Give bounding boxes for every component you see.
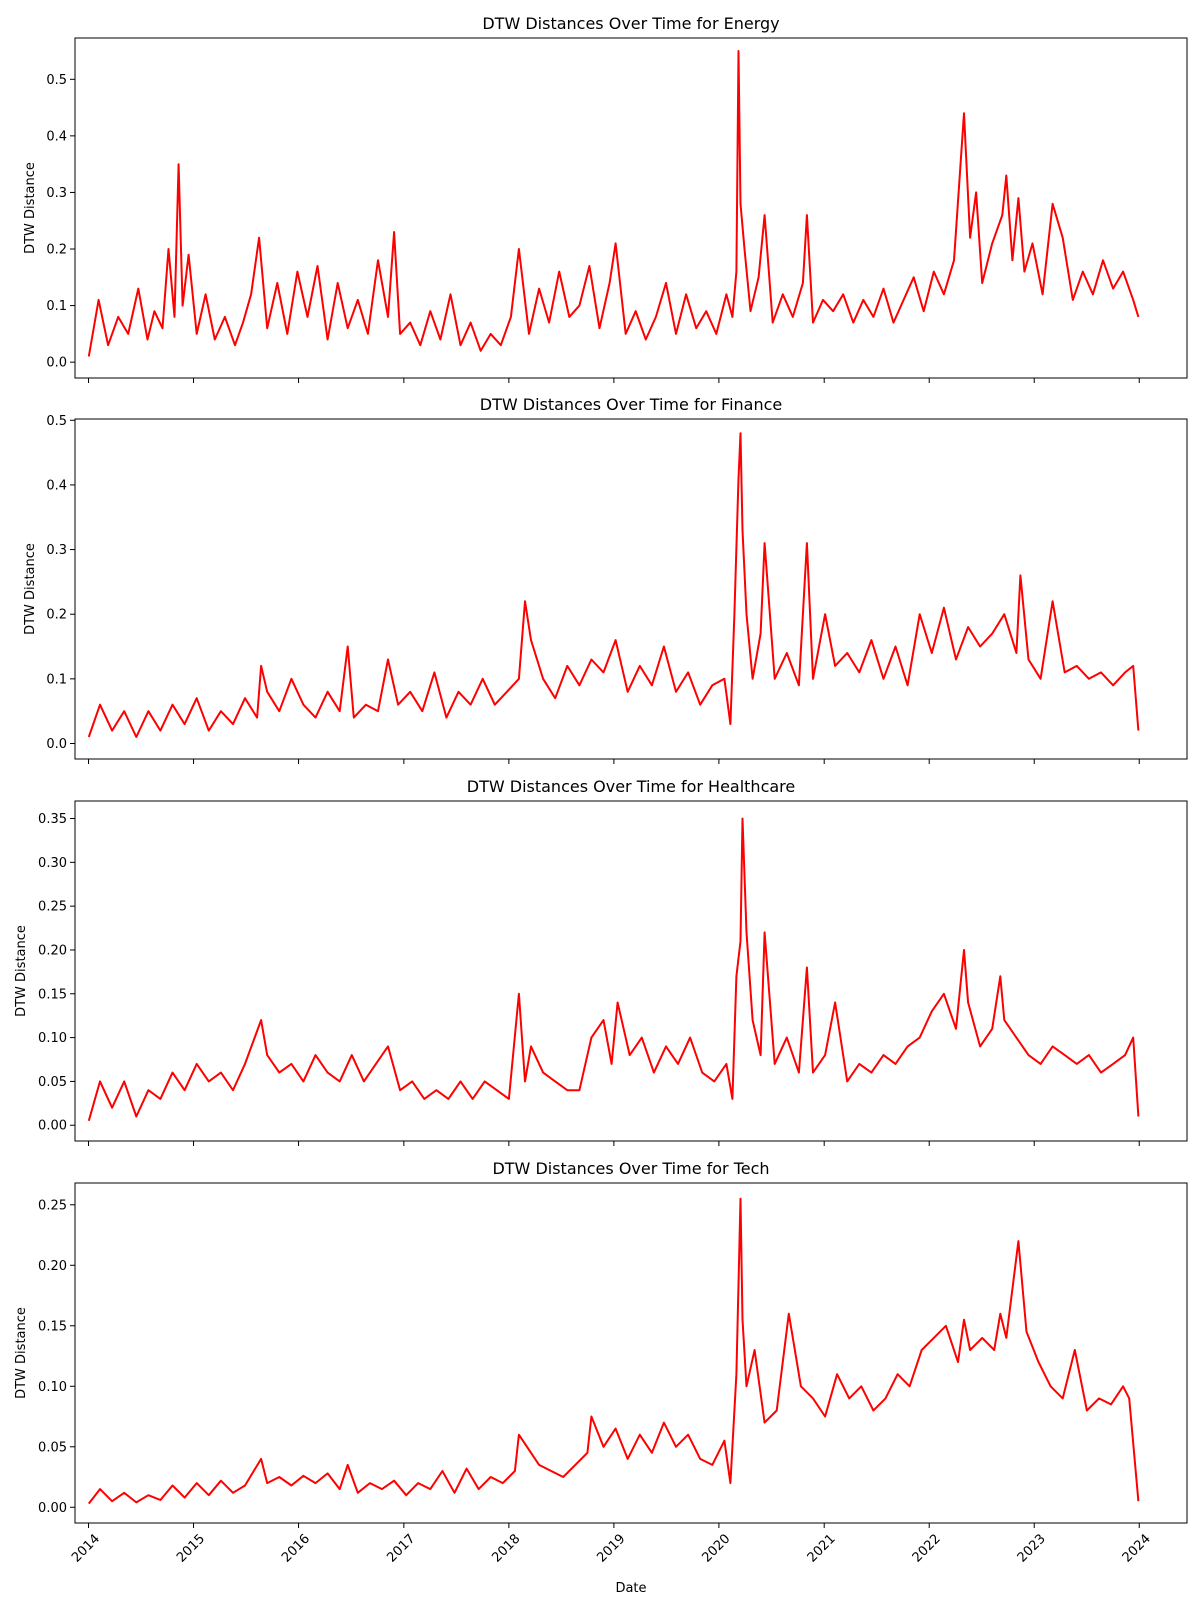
y-tick-label: 0.4 (46, 478, 67, 493)
y-tick-label: 0.3 (46, 543, 67, 558)
x-tick-label: 2020 (699, 1532, 733, 1566)
y-tick-label: 0.15 (38, 1319, 67, 1334)
series-line (88, 1197, 1140, 1505)
y-tick-label: 0.1 (46, 299, 67, 314)
y-tick-label: 0.20 (38, 943, 67, 958)
x-tick-label: 2017 (384, 1532, 418, 1566)
y-tick-label: 0.0 (46, 737, 67, 752)
y-tick-label: 0.3 (46, 186, 67, 201)
y-tick-label: 0.10 (38, 1031, 67, 1046)
y-tick-label: 0.15 (38, 987, 67, 1002)
plot-frame (74, 37, 1188, 379)
x-tick-label: 2022 (910, 1532, 944, 1566)
y-axis-label: DTW Distance (14, 925, 29, 1017)
chart-marks: 0.00 0.05 0.10 0.15 0.20 0.25 0.30 0.35 (38, 812, 1140, 1146)
chart-title: DTW Distances Over Time for Energy (482, 14, 779, 33)
y-tick-label: 0.5 (46, 414, 67, 429)
y-axis-label: DTW Distance (23, 543, 38, 635)
y-axis-label: DTW Distance (23, 162, 38, 254)
y-tick-label: 0.4 (46, 129, 67, 144)
x-axis-label: Date (615, 1581, 646, 1596)
y-tick-label: 0.35 (38, 812, 67, 827)
y-tick-label: 0.05 (38, 1440, 67, 1455)
chart-title: DTW Distances Over Time for Tech (492, 1159, 769, 1178)
chart-marks: 0.00 0.05 0.10 0.15 0.20 0.25 2014 2015 2016 2017… (38, 1197, 1154, 1566)
y-tick-label: 0.20 (38, 1259, 67, 1274)
y-tick-label: 0.30 (38, 856, 67, 871)
x-tick-label: 2018 (489, 1532, 523, 1566)
y-tick-label: 0.05 (38, 1075, 67, 1090)
x-tick-label: 2015 (174, 1532, 208, 1566)
chart-energy-panel: DTW Distances Over Time for Energy DTW D… (23, 14, 1188, 383)
series-line (87, 50, 1140, 357)
y-tick-label: 0.2 (46, 608, 67, 623)
chart-tech-panel: DTW Distances Over Time for Tech DTW Dis… (14, 1159, 1188, 1566)
x-tick-label: 2021 (805, 1532, 839, 1566)
y-axis-label: DTW Distance (14, 1307, 29, 1399)
y-tick-label: 0.25 (38, 900, 67, 915)
plot-frame (74, 418, 1188, 760)
x-tick-label: 2014 (69, 1532, 103, 1566)
x-tick-label: 2024 (1120, 1532, 1154, 1566)
chart-title: DTW Distances Over Time for Healthcare (467, 777, 796, 796)
x-tick-label: 2019 (594, 1532, 628, 1566)
chart-marks: 0.0 0.1 0.2 0.3 0.4 0.5 (46, 50, 1140, 383)
y-tick-label: 0.1 (46, 672, 67, 687)
y-tick-label: 0.2 (46, 243, 67, 258)
y-tick-label: 0.00 (38, 1119, 67, 1134)
x-tick-label: 2023 (1015, 1532, 1049, 1566)
plot-frame (74, 800, 1188, 1142)
chart-title: DTW Distances Over Time for Finance (480, 395, 783, 414)
y-tick-label: 0.10 (38, 1380, 67, 1395)
y-tick-label: 0.00 (38, 1501, 67, 1516)
series-line (87, 432, 1140, 738)
chart-marks: 0.0 0.1 0.2 0.3 0.4 0.5 (46, 414, 1140, 764)
chart-healthcare-panel: DTW Distances Over Time for Healthcare D… (14, 777, 1188, 1146)
y-tick-label: 0.0 (46, 356, 67, 371)
x-tick-label: 2016 (279, 1532, 313, 1566)
chart-finance-panel: DTW Distances Over Time for Finance DTW … (23, 395, 1188, 764)
y-tick-label: 0.25 (38, 1198, 67, 1213)
series-line (87, 817, 1140, 1122)
y-tick-label: 0.5 (46, 73, 67, 88)
plot-frame (74, 1182, 1188, 1524)
